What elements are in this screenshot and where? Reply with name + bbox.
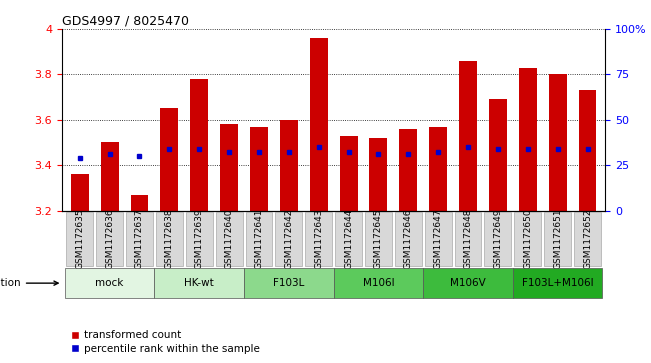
Text: GSM1172643: GSM1172643 [314, 208, 323, 269]
Bar [101, 143, 118, 211]
Text: GSM1172649: GSM1172649 [493, 208, 503, 269]
FancyBboxPatch shape [186, 212, 213, 266]
Text: GSM1172644: GSM1172644 [344, 208, 353, 269]
Text: GSM1172638: GSM1172638 [165, 208, 174, 269]
Text: GSM1172636: GSM1172636 [105, 208, 114, 269]
Text: GSM1172641: GSM1172641 [255, 208, 264, 269]
FancyBboxPatch shape [395, 212, 422, 266]
FancyBboxPatch shape [544, 212, 571, 266]
FancyBboxPatch shape [365, 212, 392, 266]
Bar [399, 129, 417, 211]
Text: GSM1172651: GSM1172651 [553, 208, 562, 269]
Bar [160, 109, 178, 211]
FancyBboxPatch shape [244, 269, 333, 298]
Text: M106V: M106V [450, 278, 486, 288]
FancyBboxPatch shape [484, 212, 511, 266]
Text: GSM1172648: GSM1172648 [464, 208, 473, 269]
Bar [280, 120, 298, 211]
Text: GSM1172650: GSM1172650 [523, 208, 533, 269]
Bar [310, 38, 327, 211]
FancyBboxPatch shape [215, 212, 243, 266]
FancyBboxPatch shape [96, 212, 123, 266]
Text: GSM1172646: GSM1172646 [404, 208, 413, 269]
Text: infection: infection [0, 278, 58, 288]
FancyBboxPatch shape [126, 212, 153, 266]
FancyBboxPatch shape [423, 269, 513, 298]
FancyBboxPatch shape [305, 212, 332, 266]
Bar [190, 79, 208, 211]
Text: F103L: F103L [273, 278, 305, 288]
FancyBboxPatch shape [275, 212, 302, 266]
FancyBboxPatch shape [454, 212, 482, 266]
Text: HK-wt: HK-wt [184, 278, 214, 288]
FancyBboxPatch shape [154, 269, 244, 298]
Bar [579, 90, 596, 211]
FancyBboxPatch shape [513, 269, 602, 298]
FancyBboxPatch shape [156, 212, 183, 266]
Text: GSM1172647: GSM1172647 [434, 208, 443, 269]
Legend: transformed count, percentile rank within the sample: transformed count, percentile rank withi… [67, 326, 264, 358]
Bar [519, 68, 536, 211]
Bar [429, 127, 447, 211]
Bar [131, 195, 148, 211]
Text: GSM1172652: GSM1172652 [583, 208, 592, 269]
FancyBboxPatch shape [514, 212, 541, 266]
FancyBboxPatch shape [333, 269, 423, 298]
Bar [340, 136, 357, 211]
Bar [370, 138, 387, 211]
FancyBboxPatch shape [424, 212, 452, 266]
FancyBboxPatch shape [574, 212, 601, 266]
Text: GSM1172637: GSM1172637 [135, 208, 144, 269]
Text: GSM1172639: GSM1172639 [195, 208, 204, 269]
Bar [459, 61, 477, 211]
Text: GSM1172645: GSM1172645 [374, 208, 383, 269]
Bar [250, 127, 268, 211]
Bar [220, 124, 238, 211]
Text: M106I: M106I [363, 278, 395, 288]
Text: mock: mock [96, 278, 124, 288]
FancyBboxPatch shape [65, 269, 154, 298]
FancyBboxPatch shape [245, 212, 272, 266]
Bar [549, 74, 566, 211]
Text: GSM1172635: GSM1172635 [76, 208, 84, 269]
Bar [489, 99, 507, 211]
Text: GSM1172642: GSM1172642 [284, 208, 294, 269]
Text: GSM1172640: GSM1172640 [225, 208, 234, 269]
Bar [71, 174, 89, 211]
Text: GDS4997 / 8025470: GDS4997 / 8025470 [62, 15, 189, 28]
FancyBboxPatch shape [66, 212, 93, 266]
FancyBboxPatch shape [335, 212, 362, 266]
Text: F103L+M106I: F103L+M106I [522, 278, 594, 288]
